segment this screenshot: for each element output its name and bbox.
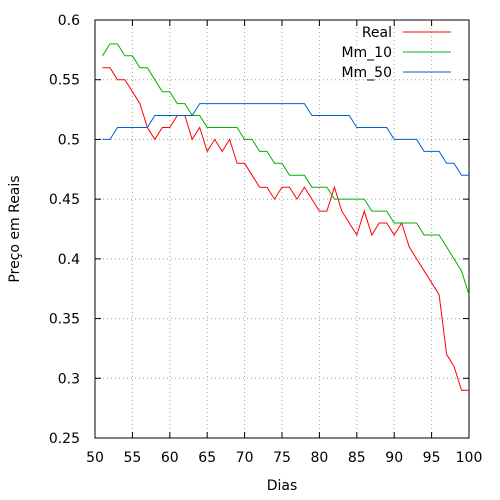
x-tick-label: 60	[161, 450, 179, 466]
x-tick-label: 65	[198, 450, 216, 466]
y-tick-label: 0.5	[58, 132, 80, 148]
x-tick-label: 75	[273, 450, 291, 466]
series-lines	[102, 43, 470, 391]
y-tick-label: 0.6	[58, 13, 80, 29]
x-tick-label: 55	[123, 450, 141, 466]
x-tick-label: 100	[456, 450, 483, 466]
legend: Real Mm_10 Mm_50	[341, 25, 451, 81]
x-tick-label: 90	[385, 450, 403, 466]
x-tick-label: 95	[423, 450, 441, 466]
legend-label: Mm_50	[341, 65, 392, 81]
x-axis-title: Dias	[267, 478, 298, 494]
y-axis-title: Preço em Reais	[7, 175, 23, 282]
series-line-real	[102, 67, 469, 391]
series-line-mm-50	[102, 103, 469, 176]
x-tick-label: 50	[86, 450, 104, 466]
y-tick-label: 0.25	[49, 431, 80, 447]
axis-ticks: 50 55 60 65 70 75 80 85 90 95 100 0.25 0.3 0.35 0.4 0.4…	[49, 13, 483, 466]
x-tick-label: 85	[348, 450, 366, 466]
plot-frame	[94, 19, 470, 439]
series-line-mm-10	[102, 43, 470, 295]
y-tick-label: 0.3	[58, 371, 80, 387]
y-tick-label: 0.35	[49, 312, 80, 328]
y-tick-label: 0.45	[49, 192, 80, 208]
legend-label: Mm_10	[341, 45, 392, 61]
y-tick-label: 0.55	[49, 73, 80, 89]
x-tick-label: 70	[236, 450, 254, 466]
x-tick-label: 80	[310, 450, 328, 466]
legend-label: Real	[362, 25, 392, 41]
grid	[95, 20, 469, 438]
y-tick-label: 0.4	[58, 252, 80, 268]
